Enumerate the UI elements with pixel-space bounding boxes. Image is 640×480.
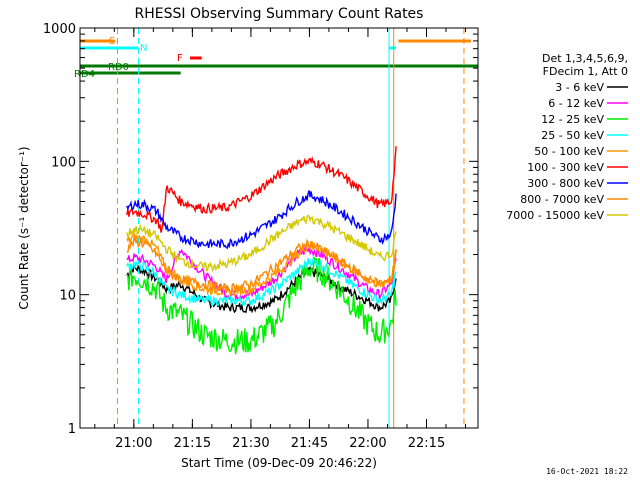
saa-flag-label: S bbox=[109, 36, 115, 47]
series-line-25-50-kev bbox=[126, 256, 397, 307]
legend-entry-label: 50 - 100 keV bbox=[534, 145, 604, 158]
generation-timestamp: 16-Oct-2021 18:22 bbox=[546, 467, 628, 476]
legend-entry-label: 3 - 6 keV bbox=[555, 81, 604, 94]
series-line-7000-15000-kev bbox=[126, 214, 397, 273]
legend-entry-label: 800 - 7000 keV bbox=[520, 193, 604, 206]
y-axis-label: Count Rate (s⁻¹ detector⁻¹) bbox=[17, 146, 31, 309]
plot-frame bbox=[79, 27, 479, 429]
flare-flag-label: F bbox=[177, 53, 183, 64]
flag-transition-lines bbox=[116, 28, 465, 428]
legend-entry-label: 25 - 50 keV bbox=[541, 129, 604, 142]
y-tick-label: 100 bbox=[51, 155, 76, 170]
x-tick-label: 21:30 bbox=[232, 436, 269, 451]
axes: 1 10 100 1000 21:00 21:15 21:30 21:45 22:00 22:15 bbox=[43, 22, 479, 451]
observing-flags: S N F RD0 RD4 bbox=[74, 36, 478, 80]
rd0-flag-label: RD0 bbox=[108, 62, 129, 73]
y-tick-label: 1000 bbox=[43, 22, 76, 37]
series-line-300-800-kev bbox=[126, 190, 397, 250]
night-flag-label: N bbox=[140, 43, 147, 54]
legend: Det 1,3,4,5,6,9,FDecim 1, Att 0 3 - 6 keV… bbox=[506, 52, 628, 222]
x-tick-label: 21:00 bbox=[115, 436, 152, 451]
legend-entry-label: 300 - 800 keV bbox=[527, 177, 604, 190]
series-line-12-25-kev bbox=[126, 257, 397, 355]
series-line-800-7000-kev bbox=[126, 235, 397, 294]
y-tick-label: 1 bbox=[68, 422, 76, 437]
legend-entry-label: 6 - 12 keV bbox=[548, 97, 604, 110]
legend-header-line: FDecim 1, Att 0 bbox=[543, 65, 628, 78]
legend-entry-label: 100 - 300 keV bbox=[527, 161, 604, 174]
x-tick-label: 21:45 bbox=[291, 436, 328, 451]
series-line-100-300-kev bbox=[126, 146, 397, 233]
rd4-flag-label: RD4 bbox=[74, 69, 95, 80]
x-tick-label: 22:00 bbox=[349, 436, 386, 451]
x-tick-label: 22:15 bbox=[408, 436, 445, 451]
chart-title: RHESSI Observing Summary Count Rates bbox=[135, 6, 424, 22]
legend-header-line: Det 1,3,4,5,6,9, bbox=[542, 52, 628, 65]
legend-entry-label: 7000 - 15000 keV bbox=[506, 209, 604, 222]
y-tick-label: 10 bbox=[59, 289, 76, 304]
series-line-3-6-kev bbox=[126, 263, 397, 314]
legend-entry-label: 12 - 25 keV bbox=[541, 113, 604, 126]
series-lines bbox=[126, 146, 397, 355]
x-axis-label: Start Time (09-Dec-09 20:46:22) bbox=[181, 456, 377, 470]
x-tick-label: 21:15 bbox=[174, 436, 211, 451]
